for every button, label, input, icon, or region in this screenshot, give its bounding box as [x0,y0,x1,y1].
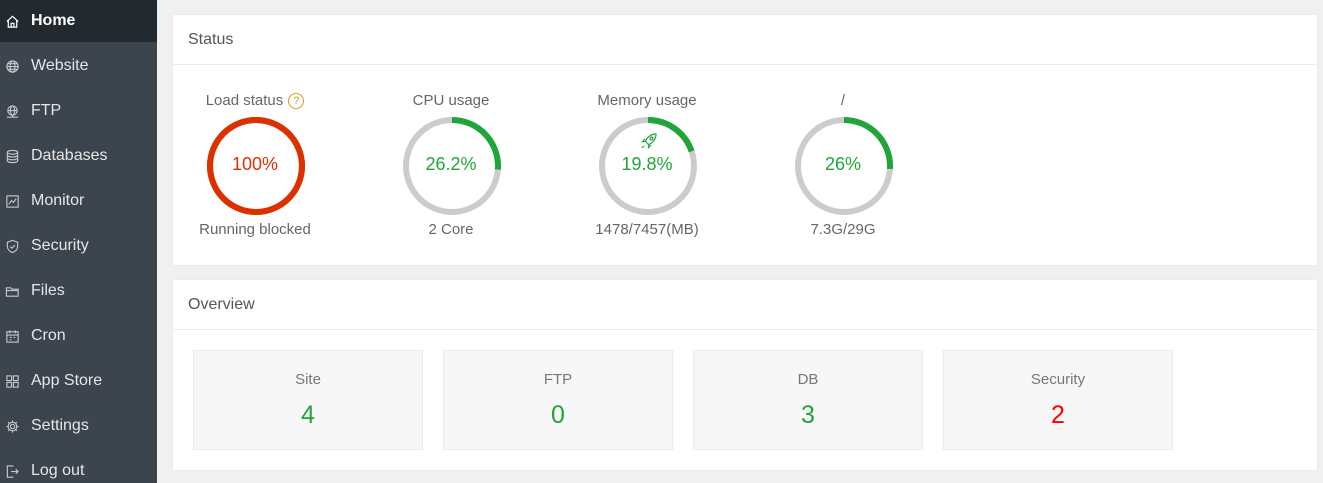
card-value[interactable]: 2 [1051,401,1065,429]
gauge-fill [599,117,697,215]
gauge-ring[interactable] [793,115,895,217]
status-panel: Status Load status ? 100% Running blocke… [172,14,1318,266]
sidebar-item-cron[interactable]: Cron [0,315,157,357]
overview-card-security[interactable]: Security 2 [943,350,1173,450]
gauge-subtext: 1478/7457(MB) [595,221,699,238]
gauge-ring[interactable] [401,115,503,217]
logout-icon [4,463,20,479]
card-value[interactable]: 4 [301,401,315,429]
sidebar-item-home[interactable]: Home [0,0,157,42]
gauge-title: / [840,92,846,109]
sidebar-item-label: FTP [31,102,62,119]
sidebar-item-label: Log out [31,462,85,479]
overview-panel-title: Overview [173,280,1317,330]
sidebar-item-databases[interactable]: Databases [0,135,157,177]
sidebar: Home Website FTP Databases Monitor Secur… [0,0,157,483]
card-label: DB [797,371,819,388]
overview-card-db[interactable]: DB 3 [693,350,923,450]
sidebar-item-monitor[interactable]: Monitor [0,180,157,222]
gauge-ring[interactable] [597,115,699,217]
overview-panel: Overview Site 4 FTP 0 DB 3 Security 2 [172,279,1318,471]
gauge-fill [207,117,305,215]
ftp-icon [4,103,20,119]
sidebar-item-label: App Store [31,372,103,389]
sidebar-item-app-store[interactable]: App Store [0,360,157,402]
card-label: FTP [543,371,573,388]
gauge-fill [795,117,893,215]
rocket-icon[interactable] [639,131,659,151]
sidebar-item-label: Databases [31,147,108,164]
gauge-value: 26% [824,154,862,174]
globe-icon [4,58,20,74]
calendar-icon [4,328,20,344]
gauge-value: 26.2% [425,154,477,174]
sidebar-item-files[interactable]: Files [0,270,157,312]
sidebar-item-settings[interactable]: Settings [0,405,157,447]
status-panel-title: Status [173,15,1317,65]
card-label: Site [295,371,321,388]
help-icon[interactable]: ? [288,92,305,109]
shield-icon [4,238,20,254]
gauge-title: Memory usage [597,92,697,109]
sidebar-item-label: Files [31,282,65,299]
gauge-subtext: 7.3G/29G [810,221,876,238]
gauge-subtext: 2 Core [428,221,474,238]
card-label: Security [1030,371,1086,388]
monitor-icon [4,193,20,209]
overview-card-ftp[interactable]: FTP 0 [443,350,673,450]
gauge-title: CPU usage [412,92,490,109]
grid-icon [4,373,20,389]
sidebar-item-label: Security [31,237,89,254]
home-icon [4,13,20,29]
gauge-value: 19.8% [621,154,673,174]
sidebar-item-label: Home [31,12,76,29]
database-icon [4,148,20,164]
gear-icon [4,418,20,434]
sidebar-item-logout[interactable]: Log out [0,450,157,483]
sidebar-item-label: Settings [31,417,89,434]
sidebar-item-website[interactable]: Website [0,45,157,87]
gauge-title: Load status [205,92,284,109]
sidebar-item-label: Monitor [31,192,85,209]
card-value[interactable]: 3 [801,401,815,429]
gauge-value: 100% [231,154,279,174]
sidebar-item-security[interactable]: Security [0,225,157,267]
sidebar-item-ftp[interactable]: FTP [0,90,157,132]
gauge-subtext: Running blocked [199,221,311,238]
gauge-ring[interactable] [205,115,307,217]
gauge-fill [403,117,501,215]
sidebar-item-label: Cron [31,327,66,344]
sidebar-item-label: Website [31,57,89,74]
overview-card-site[interactable]: Site 4 [193,350,423,450]
card-value[interactable]: 0 [551,401,565,429]
folder-icon [4,283,20,299]
